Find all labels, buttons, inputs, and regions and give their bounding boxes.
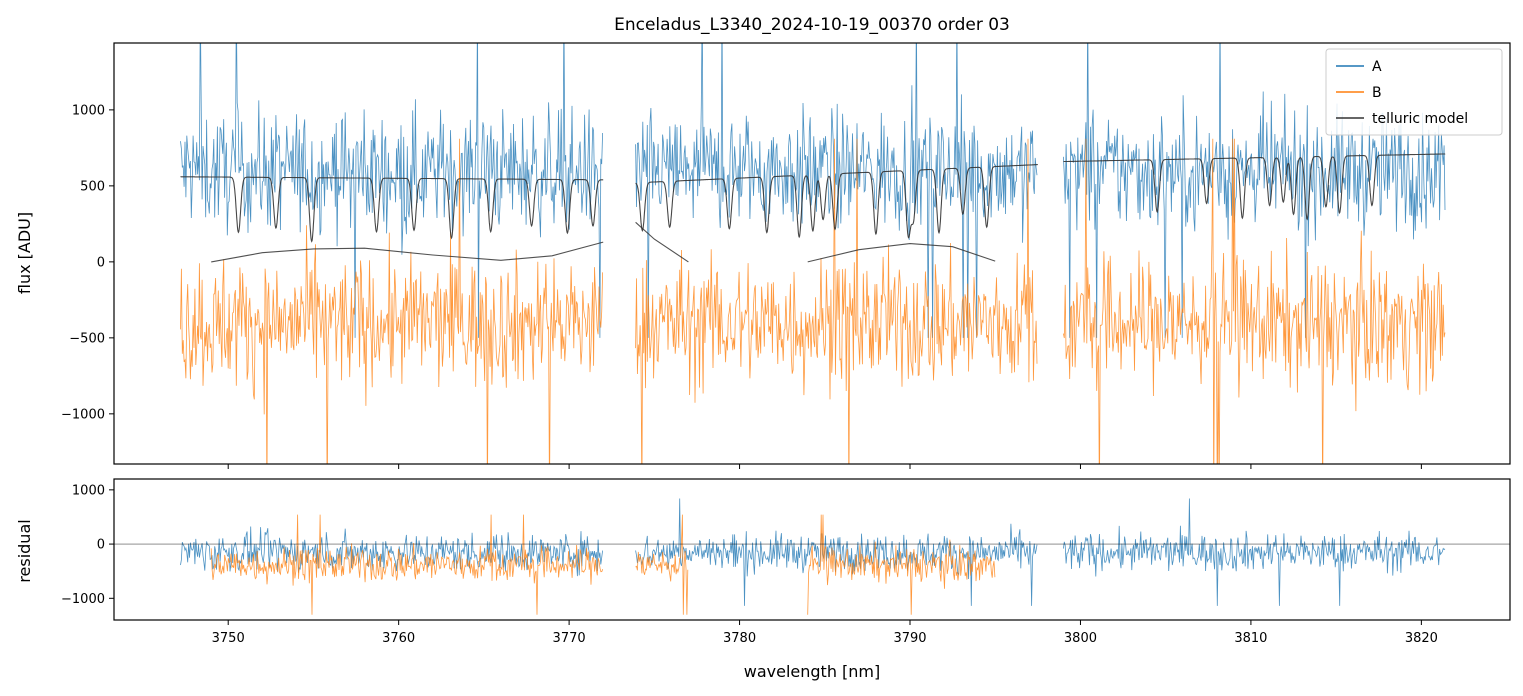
bottom-xtick-label: 3770 — [553, 631, 586, 646]
top-ytick-label: 1000 — [72, 103, 105, 118]
bottom-xtick-label: 3750 — [212, 631, 245, 646]
top-ytick-label: 0 — [97, 255, 105, 270]
bottom-ytick-label: −1000 — [61, 592, 105, 607]
top-y-axis-label: flux [ADU] — [15, 212, 34, 294]
bottom-y-axis-label: residual — [15, 519, 34, 582]
bottom-xtick-label: 3790 — [893, 631, 926, 646]
bottom-xtick-label: 3760 — [382, 631, 415, 646]
telluric-model-b-1 — [635, 221, 689, 263]
bottom-xtick-label: 3800 — [1064, 631, 1097, 646]
top-y-axis: −1000 −500 0 500 1000 — [61, 103, 114, 422]
telluric-model-b-2 — [807, 243, 996, 263]
x-axis-label: wavelength [nm] — [744, 662, 881, 681]
residual-series-b — [210, 514, 996, 615]
bottom-x-axis: 3750 3760 3770 3780 3790 3800 3810 3820 — [212, 620, 1438, 646]
top-ytick-label: 500 — [80, 179, 105, 194]
bottom-xtick-label: 3820 — [1405, 631, 1438, 646]
legend: A B telluric model — [1325, 48, 1503, 136]
bottom-ytick-label: 1000 — [72, 483, 105, 498]
legend-label-b: B — [1372, 85, 1382, 101]
top-ytick-label: −500 — [69, 331, 105, 346]
bottom-y-axis: −1000 0 1000 — [61, 483, 114, 607]
top-x-axis — [227, 464, 1422, 469]
bottom-ytick-label: 0 — [97, 538, 105, 553]
bottom-plot-area — [114, 498, 1510, 615]
bottom-axes-frame — [113, 478, 1511, 621]
telluric-model-b-0 — [211, 241, 604, 263]
bottom-xtick-label: 3810 — [1234, 631, 1267, 646]
top-plot-area — [180, 43, 1446, 464]
legend-box — [1325, 48, 1503, 136]
residual-series-a — [180, 498, 1446, 606]
top-ytick-label: −1000 — [61, 407, 105, 422]
series-a-top — [180, 43, 1446, 338]
telluric-model-a — [180, 153, 1446, 243]
top-axes-frame — [113, 42, 1511, 465]
legend-label-telluric: telluric model — [1372, 111, 1468, 127]
legend-label-a: A — [1372, 59, 1382, 75]
chart-title: Enceladus_L3340_2024-10-19_00370 order 0… — [614, 15, 1010, 35]
series-b-top — [180, 138, 1446, 464]
bottom-xtick-label: 3780 — [723, 631, 756, 646]
